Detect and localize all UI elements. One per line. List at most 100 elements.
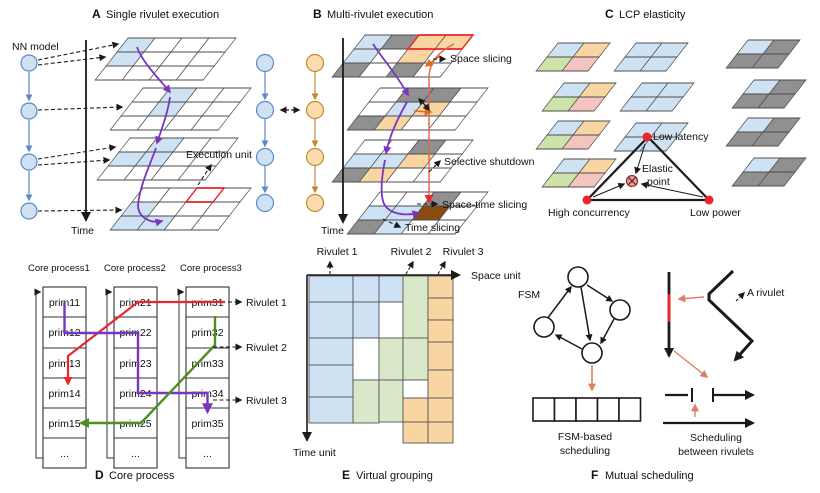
- fsm-edge: [586, 284, 614, 302]
- between-scheduling-label-2: between rivulets: [678, 446, 754, 458]
- grid-cell: [175, 65, 215, 81]
- insert-arrow: [673, 350, 709, 378]
- prim-cell: prim24: [119, 388, 151, 400]
- virtual-group-block: [427, 397, 454, 423]
- virtual-group-block: [378, 275, 404, 303]
- mapping-arrow: [37, 156, 111, 166]
- mapping-arrow: [37, 54, 107, 66]
- virtual-group-block: [378, 379, 404, 423]
- low-power-vertex: [704, 195, 714, 205]
- orange-arrow-b1: [424, 55, 441, 67]
- nn-node: [255, 53, 275, 73]
- grid-cell: [639, 56, 678, 72]
- panel-f: FSM FSM-based scheduling A rivulet Sched…: [518, 266, 784, 482]
- prim-cell: prim15: [48, 418, 80, 430]
- between-scheduling-label-1: Scheduling: [690, 432, 742, 444]
- core-process-header-1: Core process1: [28, 263, 90, 274]
- fsm-scheduling-label-2: scheduling: [560, 445, 610, 457]
- virtual-group-block: [402, 421, 429, 444]
- prim-cell: ...: [131, 448, 140, 460]
- virtual-group-block: [352, 275, 380, 303]
- mapping-arrows-a: [37, 41, 212, 214]
- rivulet-path-a2: [155, 96, 171, 145]
- panel-letter-a: A: [92, 7, 101, 21]
- grid-cell: [567, 96, 606, 112]
- low-latency-label: Low latency: [653, 131, 709, 143]
- skew-grid: [541, 158, 617, 188]
- orange-arrow-b2: [413, 107, 433, 116]
- rivulet2-label-e: Rivulet 2: [391, 246, 432, 258]
- time-label-b: Time: [321, 225, 344, 237]
- triangle-edge: [587, 137, 648, 200]
- prim-cell: prim14: [48, 388, 80, 400]
- panel-c: C LCP elasticity Low latency Elastic poi…: [535, 7, 807, 219]
- virtual-group-block: [378, 301, 404, 339]
- fsm-edge: [580, 286, 593, 342]
- time-slicing-label: Time slicing: [405, 222, 460, 234]
- rivulet2-path: [63, 302, 213, 415]
- virtual-group-block: [352, 379, 380, 424]
- skew-grid: [541, 82, 617, 112]
- rivulet-path-a1: [136, 46, 172, 94]
- nn-node: [255, 193, 275, 213]
- grid-cell: [427, 219, 467, 235]
- fsm-scheduling-label-1: FSM-based: [558, 431, 612, 443]
- virtual-group-block: [427, 297, 454, 321]
- panel-title-c: LCP elasticity: [619, 9, 686, 21]
- nn-node: [20, 202, 38, 220]
- schedule-slot: [553, 397, 577, 422]
- fsm-state: [581, 342, 603, 364]
- skew-grid: [331, 139, 474, 183]
- mapping-arrow: [37, 41, 120, 61]
- skew-grid: [346, 87, 489, 131]
- core-process-header-3: Core process3: [180, 263, 242, 274]
- fsm-state: [567, 266, 589, 288]
- rivulet-zigzag: [707, 269, 755, 362]
- panel-a: A Single rivulet execution NN model Time…: [12, 7, 252, 237]
- fsm-label: FSM: [518, 289, 540, 301]
- panel-letter-d: D: [95, 468, 104, 482]
- skew-grid: [725, 39, 801, 69]
- execution-unit-arrow: [197, 163, 212, 186]
- elastic-point-label-1: Elastic: [642, 163, 673, 175]
- prim-cell: prim35: [191, 418, 223, 430]
- grid-cell: [412, 62, 452, 78]
- rivulet3-path: [79, 316, 217, 428]
- nn-node: [20, 153, 38, 171]
- schedule-slot: [532, 397, 556, 422]
- nn-model-chain: [20, 54, 38, 220]
- panel-letter-b: B: [313, 7, 322, 21]
- fsm-state: [609, 299, 631, 321]
- prim-cell: prim23: [119, 358, 151, 370]
- rivulet2-label-d: Rivulet 2: [246, 342, 287, 354]
- panel-letter-f: F: [591, 468, 598, 482]
- prim-cell: prim13: [48, 358, 80, 370]
- rivulet3-label-e: Rivulet 3: [443, 246, 484, 258]
- rivulet-path-b2: [383, 101, 408, 155]
- grid-cell: [567, 172, 606, 188]
- virtual-group-block: [402, 379, 429, 399]
- time-unit-label: Time unit: [293, 447, 336, 459]
- selective-shutdown-arrow: [428, 160, 441, 173]
- skew-grid: [94, 37, 237, 81]
- virtual-group-block: [352, 337, 380, 381]
- nn-node: [305, 147, 325, 167]
- panel-caption-f: Mutual scheduling: [605, 470, 694, 482]
- nn-node: [20, 102, 38, 120]
- loopback: [105, 288, 114, 459]
- panel-title-a: Single rivulet execution: [106, 9, 219, 21]
- virtual-group-block: [308, 396, 354, 424]
- grid-cell: [412, 167, 452, 183]
- panel-caption-e: Virtual grouping: [356, 470, 433, 482]
- grid-cell: [751, 131, 790, 147]
- nn-node: [305, 100, 325, 120]
- rivulet2-tick: [405, 260, 414, 275]
- nn-node: [305, 53, 325, 73]
- to-elastic-arrow: [634, 143, 646, 175]
- nn-node: [305, 193, 325, 213]
- rivulet3-tick: [437, 260, 446, 275]
- virtual-group-block: [402, 337, 429, 381]
- skew-grid: [613, 122, 689, 152]
- time-label-a: Time: [71, 225, 94, 237]
